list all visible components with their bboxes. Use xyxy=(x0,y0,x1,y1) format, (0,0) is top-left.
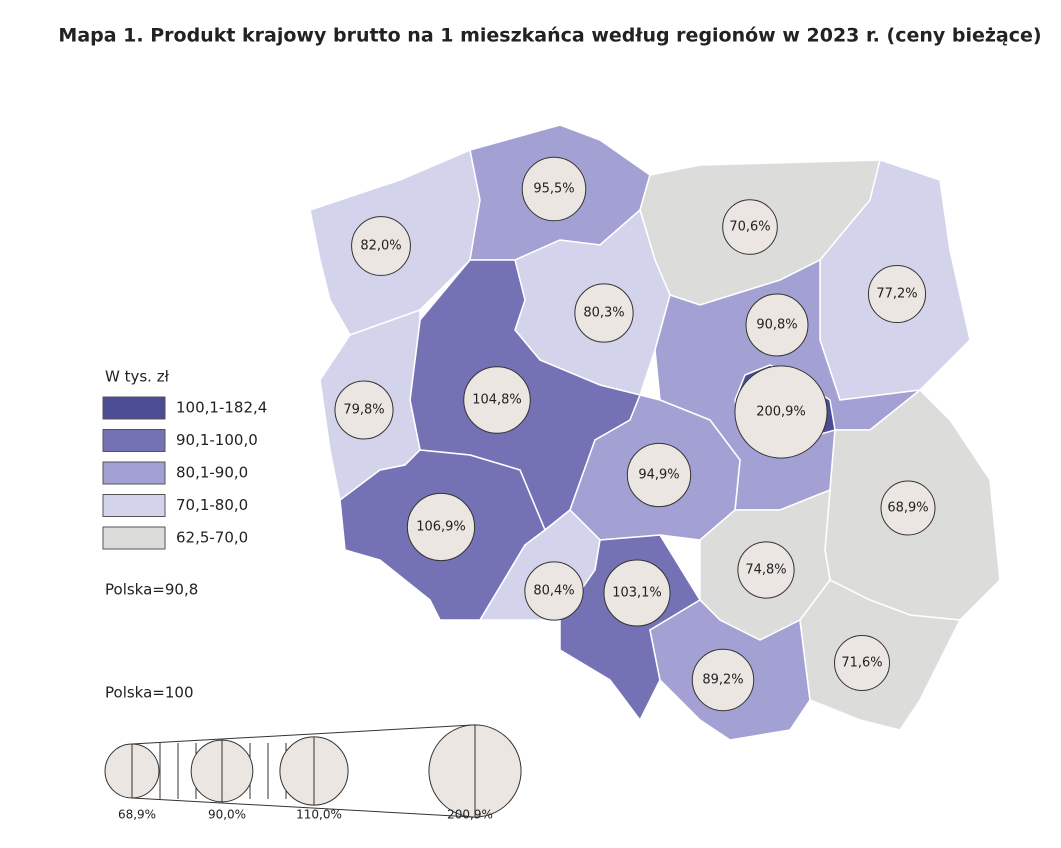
legend-label: 90,1-100,0 xyxy=(176,431,258,449)
bubble xyxy=(867,264,927,324)
size-legend-title: Polska=100 xyxy=(105,684,193,702)
bubble-label: 89,2% xyxy=(702,673,743,688)
bubble-label: 90,8% xyxy=(756,318,797,333)
bubble xyxy=(833,634,891,692)
size-legend: 68,9% 90,0% 110,0% 200,9% xyxy=(104,724,522,822)
bubble xyxy=(880,480,936,536)
bubble xyxy=(574,283,634,343)
legend-label: 70,1-80,0 xyxy=(176,496,248,514)
size-label: 110,0% xyxy=(296,808,342,822)
legend: 100,1-182,4 90,1-100,0 80,1-90,0 70,1-80,0 6… xyxy=(102,396,267,550)
bubble-label: 74,8% xyxy=(745,563,786,578)
bubble-label: 80,3% xyxy=(583,306,624,321)
bubble xyxy=(734,365,828,459)
bubble xyxy=(521,156,587,222)
size-label: 200,9% xyxy=(447,808,493,822)
bubble xyxy=(737,541,795,599)
connector xyxy=(131,797,476,818)
title: Mapa 1. Produkt krajowy brutto na 1 mies… xyxy=(58,25,1041,47)
bubble xyxy=(603,559,671,627)
bubble xyxy=(691,648,755,712)
legend-label: 100,1-182,4 xyxy=(176,399,267,417)
bubble-label: 95,5% xyxy=(533,182,574,197)
bubble-label: 68,9% xyxy=(887,501,928,516)
legend-swatch xyxy=(102,429,166,452)
legend-note: Polska=90,8 xyxy=(105,581,198,599)
bubble xyxy=(626,442,692,508)
bubble xyxy=(524,561,584,621)
legend-label: 62,5-70,0 xyxy=(176,529,248,547)
size-label: 68,9% xyxy=(118,808,156,822)
bubble-label: 71,6% xyxy=(841,656,882,671)
bubble-label: 103,1% xyxy=(612,586,662,601)
legend-label: 80,1-90,0 xyxy=(176,464,248,482)
legend-swatch xyxy=(102,396,166,420)
bubble-label: 82,0% xyxy=(360,239,401,254)
bubbles: 82,0% 95,5% 70,6% 77,2% 80,3% 104,8% 79,8% 90,8… xyxy=(334,156,936,712)
legend-swatch xyxy=(102,526,166,550)
bubble-label: 94,9% xyxy=(638,468,679,483)
bubble xyxy=(745,293,809,357)
connector xyxy=(131,724,476,745)
bubble-label: 80,4% xyxy=(533,584,574,599)
bubble-label: 200,9% xyxy=(756,405,806,420)
bubble xyxy=(722,199,778,255)
legend-title: W tys. zł xyxy=(105,368,170,386)
bubble-label: 104,8% xyxy=(472,393,522,408)
bubble xyxy=(334,380,394,440)
bubble xyxy=(463,366,531,434)
bubble-label: 70,6% xyxy=(729,220,770,235)
bubble xyxy=(406,492,476,562)
legend-swatch xyxy=(102,494,166,517)
bubble-label: 106,9% xyxy=(416,520,466,535)
bubble xyxy=(351,216,411,276)
map xyxy=(309,124,1001,741)
size-label: 90,0% xyxy=(208,808,246,822)
bubble-label: 79,8% xyxy=(343,403,384,418)
legend-swatch xyxy=(102,461,166,485)
bubble-label: 77,2% xyxy=(876,287,917,302)
